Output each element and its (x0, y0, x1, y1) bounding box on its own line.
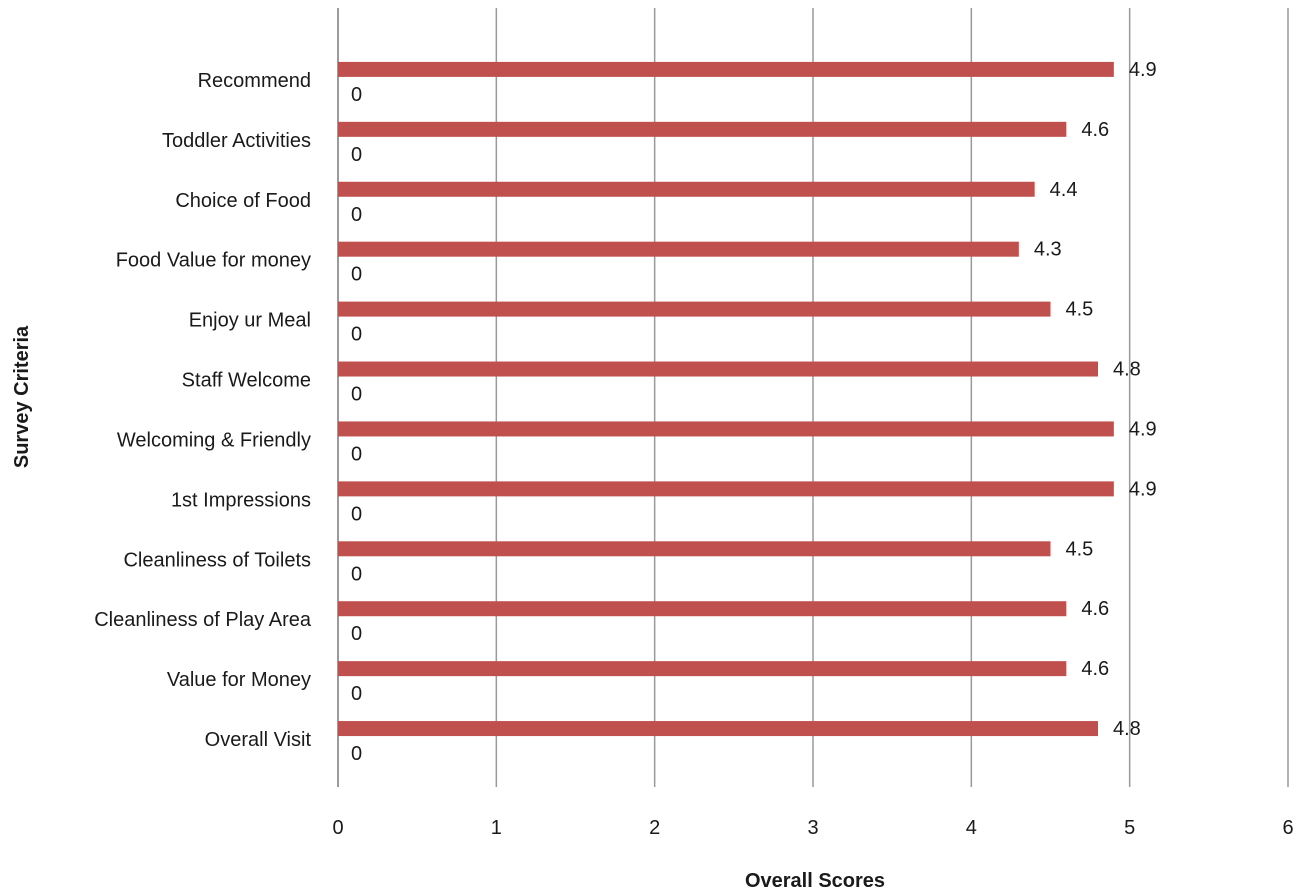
data-label: 4.9 (1129, 418, 1157, 440)
x-tick-label: 6 (1282, 817, 1293, 839)
bar (338, 721, 1098, 737)
data-label: 0 (351, 623, 362, 645)
data-label: 4.6 (1081, 119, 1109, 141)
category-label: Cleanliness of Toilets (123, 549, 311, 571)
data-label: 0 (351, 144, 362, 166)
bar (338, 661, 1067, 677)
data-label: 0 (351, 443, 362, 465)
x-axis-title: Overall Scores (745, 870, 885, 892)
data-label: 0 (351, 204, 362, 226)
category-label: Food Value for money (116, 250, 311, 272)
category-label: Welcoming & Friendly (117, 429, 311, 451)
x-tick-label: 2 (649, 817, 660, 839)
category-label: Overall Visit (205, 729, 312, 751)
category-label: Toddler Activities (162, 130, 311, 152)
bar (338, 301, 1051, 317)
bar (338, 421, 1114, 437)
data-label: 4.5 (1066, 538, 1094, 560)
data-label: 0 (351, 743, 362, 765)
category-label: Staff Welcome (182, 370, 311, 392)
bar (338, 121, 1067, 137)
x-tick-label: 0 (332, 817, 343, 839)
x-tick-label: 3 (807, 817, 818, 839)
data-label: 4.4 (1050, 179, 1078, 201)
x-tick-label: 4 (966, 817, 977, 839)
data-label: 4.6 (1081, 598, 1109, 620)
data-label: 0 (351, 384, 362, 406)
data-label: 0 (351, 264, 362, 286)
data-label: 4.9 (1129, 478, 1157, 500)
category-labels: Recommend Toddler Activities Choice of Foo… (94, 70, 312, 751)
data-label: 4.8 (1113, 718, 1141, 740)
data-label: 4.5 (1066, 299, 1094, 321)
data-label: 0 (351, 683, 362, 705)
bar (338, 241, 1019, 257)
bar (338, 181, 1035, 197)
data-label: 0 (351, 503, 362, 525)
data-label: 0 (351, 84, 362, 106)
category-label: Enjoy ur Meal (189, 310, 311, 332)
x-tick-label: 5 (1124, 817, 1135, 839)
category-label: Choice of Food (175, 190, 311, 212)
data-label: 0 (351, 324, 362, 346)
category-label: Cleanliness of Play Area (94, 609, 312, 631)
data-label: 4.6 (1081, 658, 1109, 680)
bar (338, 61, 1114, 77)
y-axis-title: Survey Criteria (11, 325, 33, 468)
bar (338, 361, 1098, 377)
bar (338, 481, 1114, 497)
bar (338, 541, 1051, 557)
category-label: Value for Money (167, 669, 311, 691)
category-label: 1st Impressions (171, 489, 311, 511)
category-label: Recommend (198, 70, 311, 92)
data-label: 4.9 (1129, 59, 1157, 81)
x-tick-labels: 0 1 2 3 4 5 6 (332, 817, 1293, 839)
x-tick-label: 1 (491, 817, 502, 839)
data-labels: 4.9 0 4.6 0 4.4 0 4.3 0 4.5 0 4.8 0 4.9 0 4.9 0 4.5 0 4.6 0… (351, 59, 1157, 765)
data-label: 0 (351, 563, 362, 585)
bars (338, 61, 1114, 737)
data-label: 4.8 (1113, 359, 1141, 381)
bar (338, 601, 1067, 617)
data-label: 4.3 (1034, 239, 1062, 261)
grid-lines (337, 8, 1289, 787)
